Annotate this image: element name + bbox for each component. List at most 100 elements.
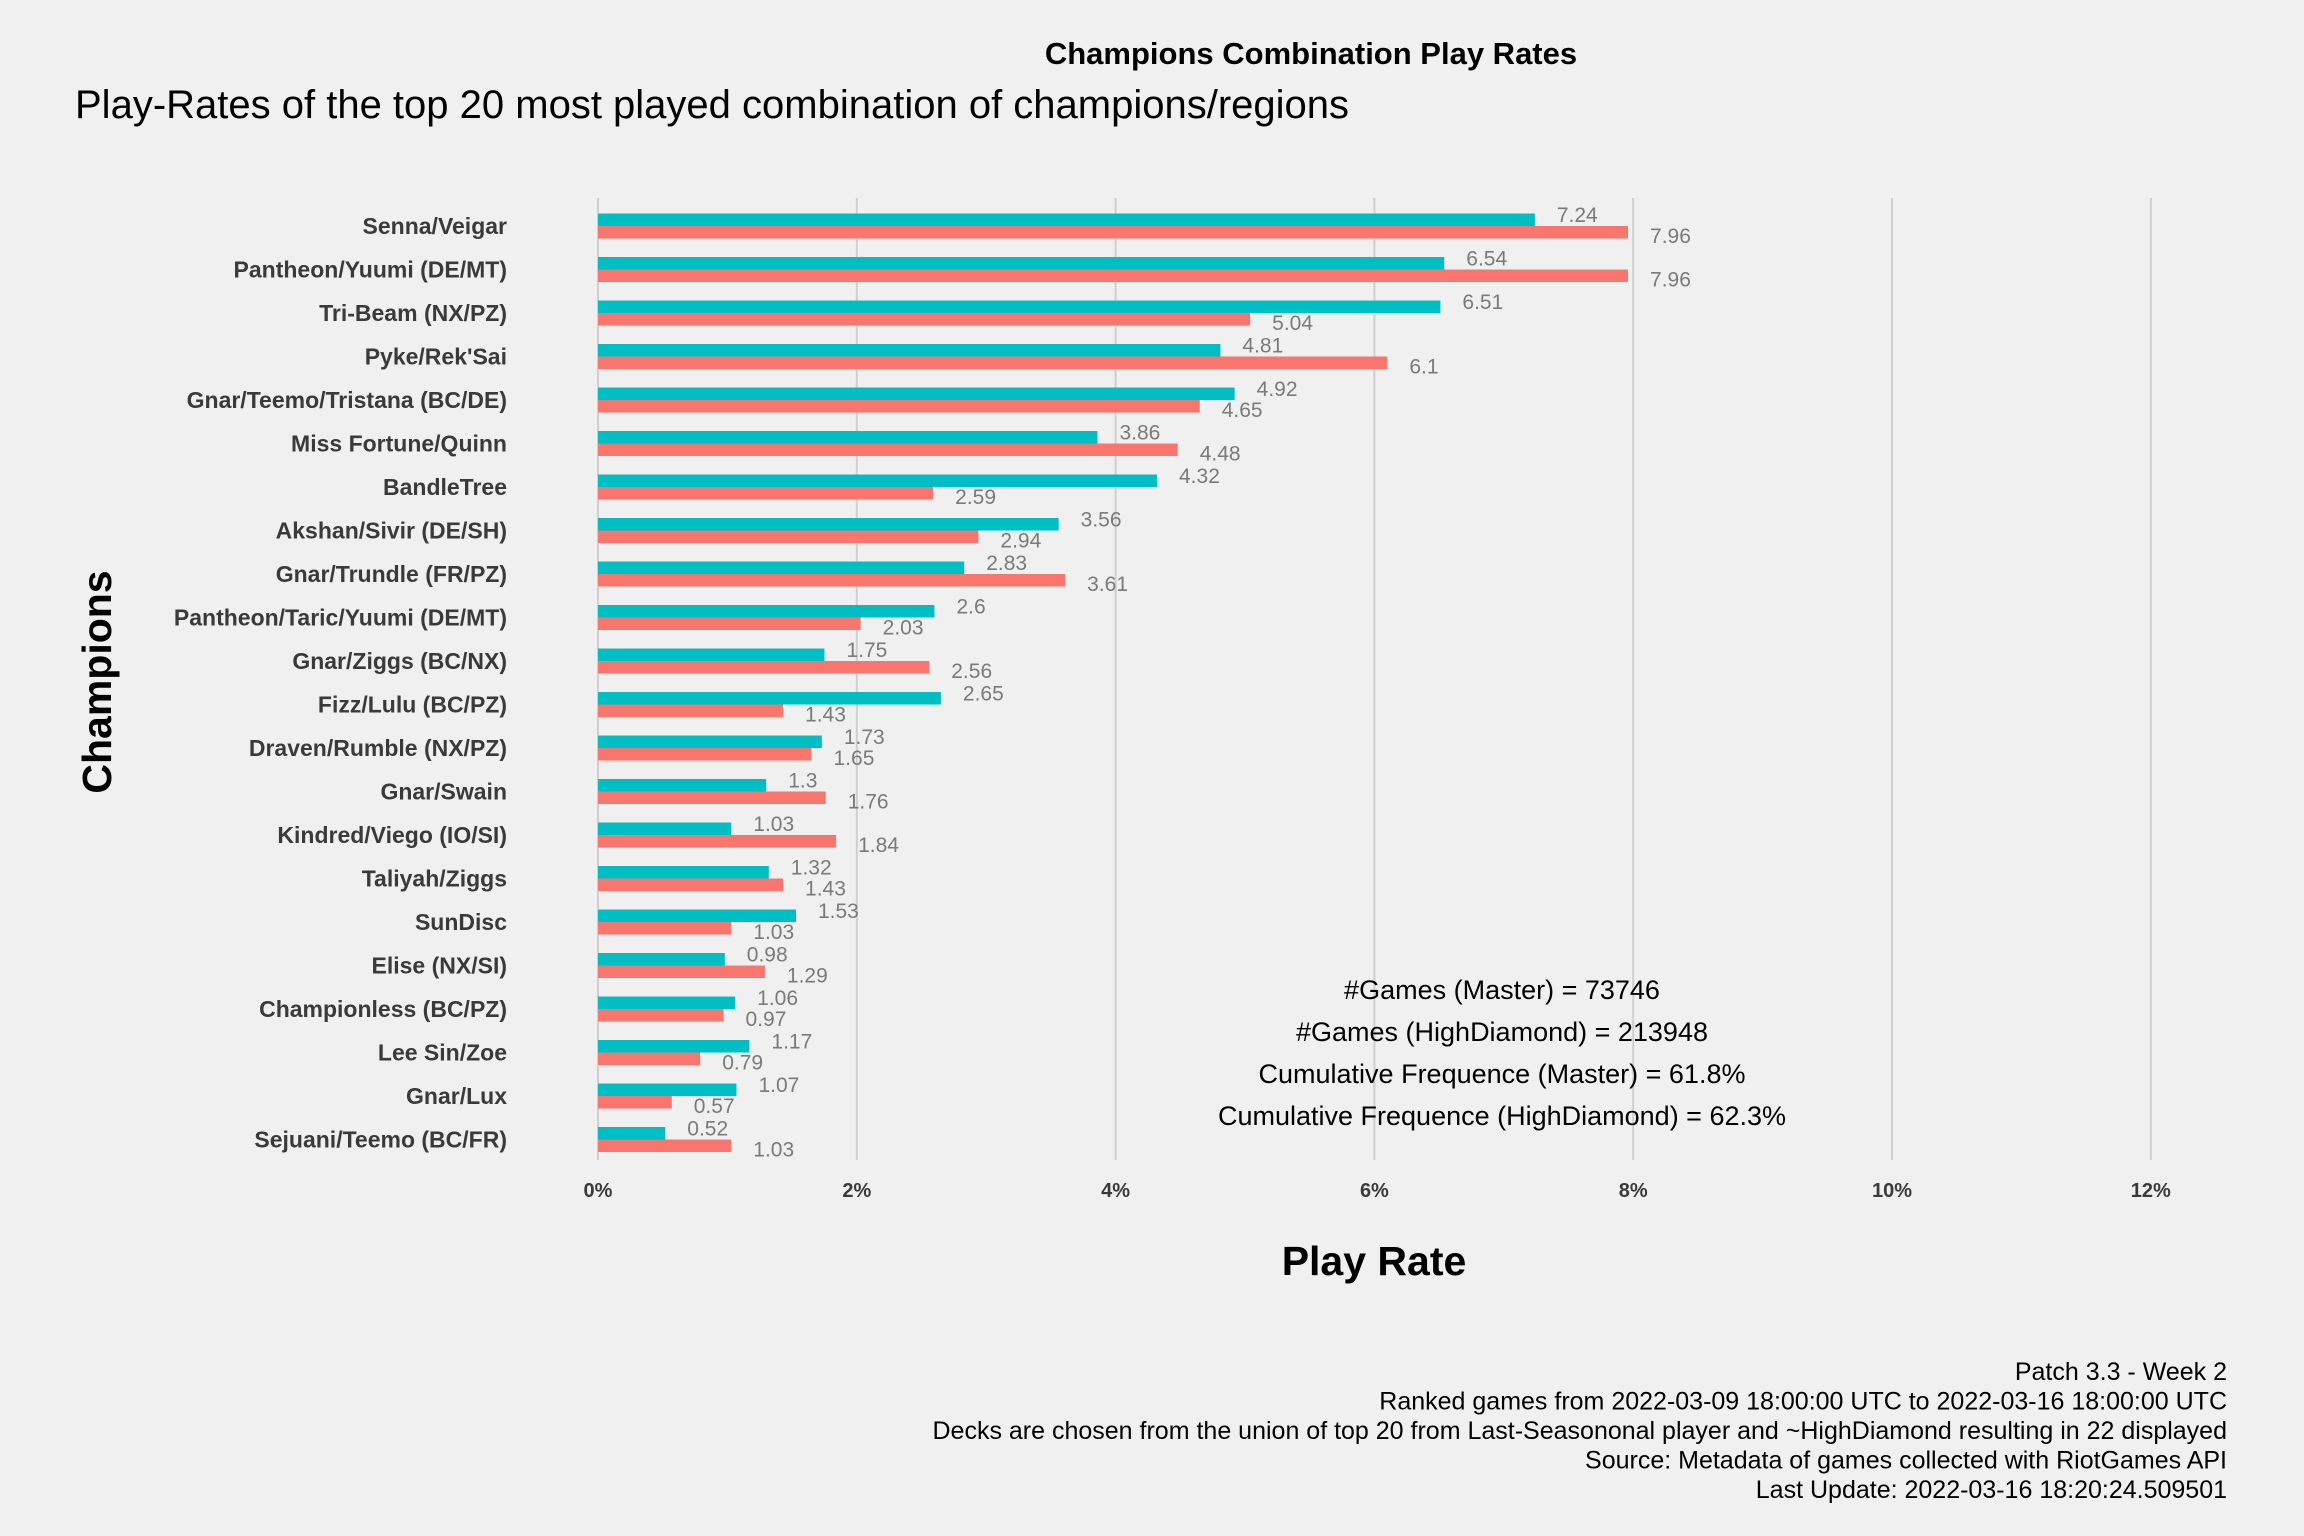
bar (598, 779, 767, 792)
grid-lines (597, 198, 2152, 1160)
bar (598, 561, 965, 574)
category-label: Championless (BC/PZ) (259, 996, 507, 1022)
bar (598, 431, 1098, 444)
data-label: 1.43 (805, 878, 846, 901)
bar (598, 530, 979, 543)
bar (598, 835, 837, 848)
bar (598, 909, 796, 922)
x-tick-label: 6% (1360, 1180, 1389, 1202)
category-label: Gnar/Trundle (FR/PZ) (276, 561, 507, 587)
data-label: 1.65 (834, 747, 875, 770)
x-tick-label: 12% (2131, 1180, 2171, 1202)
bar (598, 400, 1200, 413)
category-label: Gnar/Ziggs (BC/NX) (292, 648, 507, 674)
footer-line: Decks are chosen from the union of top 2… (932, 1417, 2227, 1445)
bar (598, 922, 732, 935)
data-label: 4.32 (1179, 465, 1220, 488)
annotation-line: Cumulative Frequence (HighDiamond) = 62.… (1218, 1101, 1786, 1131)
data-label: 2.94 (1000, 530, 1041, 553)
x-tick-labels: 0% 2% 4% 6% 8% 10% 12% (584, 1180, 2171, 1202)
data-label: 2.56 (951, 660, 992, 683)
bar (598, 605, 935, 618)
category-label: Senna/Veigar (363, 213, 508, 239)
bar (598, 1040, 750, 1053)
x-tick-label: 4% (1101, 1180, 1130, 1202)
bar (598, 300, 1441, 313)
data-label: 3.61 (1087, 573, 1128, 596)
x-tick-label: 2% (842, 1180, 871, 1202)
bar (598, 704, 784, 717)
footer-line: Ranked games from 2022-03-09 18:00:00 UT… (1379, 1388, 2227, 1416)
data-label: 6.54 (1466, 248, 1507, 271)
data-label: 1.53 (818, 900, 859, 923)
data-label: 1.75 (846, 639, 887, 662)
bar (598, 269, 1629, 282)
data-label: 0.79 (722, 1052, 763, 1075)
data-label: 7.96 (1650, 225, 1691, 248)
bar (598, 996, 736, 1009)
bar (598, 1009, 724, 1022)
bar (598, 387, 1235, 400)
data-label: 2.59 (955, 486, 996, 509)
data-label: 1.84 (858, 834, 899, 857)
category-label: Fizz/Lulu (BC/PZ) (318, 692, 507, 718)
y-axis-title: Champions (74, 570, 120, 793)
bar (598, 878, 784, 891)
bar (598, 257, 1445, 270)
bar (598, 474, 1158, 487)
bar (598, 791, 826, 804)
bar (598, 1127, 666, 1140)
bar (598, 213, 1535, 226)
bar (598, 226, 1629, 239)
data-label: 3.56 (1081, 509, 1122, 532)
bar (598, 1052, 701, 1065)
data-label: 1.03 (753, 1139, 794, 1162)
category-label: Pyke/Rek'Sai (365, 344, 507, 370)
bar (598, 487, 934, 500)
bar (598, 735, 822, 748)
data-label: 1.17 (771, 1031, 812, 1054)
x-tick-label: 8% (1619, 1180, 1648, 1202)
chart-subtitle: Play-Rates of the top 20 most played com… (75, 83, 1349, 127)
bar (598, 344, 1221, 357)
bar (598, 356, 1388, 369)
data-label: 1.3 (788, 770, 817, 793)
footer-line: Source: Metadata of games collected with… (1585, 1447, 2227, 1475)
data-label: 1.76 (848, 791, 889, 814)
bar (598, 965, 765, 978)
category-label: Miss Fortune/Quinn (291, 431, 507, 457)
data-label: 4.92 (1257, 378, 1298, 401)
category-label: Tri-Beam (NX/PZ) (319, 300, 507, 326)
data-label: 0.98 (747, 944, 788, 967)
data-label: 0.52 (687, 1118, 728, 1141)
category-label: Akshan/Sivir (DE/SH) (276, 518, 507, 544)
data-label: 2.65 (963, 683, 1004, 706)
annotation-line: #Games (Master) = 73746 (1344, 975, 1660, 1005)
data-label: 1.06 (757, 987, 798, 1010)
chart-title: Champions Combination Play Rates (1045, 36, 1577, 71)
bar (598, 648, 825, 661)
x-tick-label: 10% (1872, 1180, 1912, 1202)
bar (598, 953, 725, 966)
data-label: 5.04 (1272, 312, 1313, 335)
data-label: 1.07 (758, 1074, 799, 1097)
bar (598, 313, 1251, 326)
category-label: Kindred/Viego (IO/SI) (277, 822, 507, 848)
data-label: 7.24 (1557, 204, 1598, 227)
bar (598, 748, 812, 761)
bar (598, 574, 1066, 587)
data-label: 4.48 (1200, 443, 1241, 466)
data-label: 0.97 (746, 1008, 787, 1031)
category-labels: Senna/Veigar Pantheon/Yuumi (DE/MT) Tri-Be… (174, 213, 507, 1153)
data-label: 7.96 (1650, 269, 1691, 292)
x-tick-label: 0% (584, 1180, 613, 1202)
footer-line: Last Update: 2022-03-16 18:20:24.509501 (1756, 1476, 2227, 1504)
data-label: 2.03 (883, 617, 924, 640)
category-label: SunDisc (415, 909, 507, 935)
category-label: Taliyah/Ziggs (362, 866, 507, 892)
data-label: 4.81 (1242, 335, 1283, 358)
bar (598, 617, 861, 630)
category-label: Lee Sin/Zoe (378, 1040, 507, 1066)
